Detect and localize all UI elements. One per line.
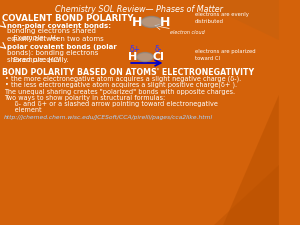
Text: BOND POLARITY BASED ON ATOMS' ELECTRONEGATIVITY: BOND POLARITY BASED ON ATOMS' ELECTRONEG… xyxy=(2,68,254,77)
Text: Example:  H₂: Example: H₂ xyxy=(13,35,58,41)
Text: Two ways to show polarity in structural formulas:: Two ways to show polarity in structural … xyxy=(4,95,165,101)
Polygon shape xyxy=(167,95,279,225)
Text: non-polar covalent bonds:: non-polar covalent bonds: xyxy=(8,23,111,29)
Text: polar covalent bonds (polar: polar covalent bonds (polar xyxy=(8,44,117,50)
Polygon shape xyxy=(149,0,279,40)
Polygon shape xyxy=(214,165,279,225)
Text: electrons are polarized
toward Cl: electrons are polarized toward Cl xyxy=(195,50,256,61)
Text: electrons are evenly
distributed: electrons are evenly distributed xyxy=(195,12,249,24)
Text: H: H xyxy=(160,16,171,29)
Text: δ+: δ+ xyxy=(129,45,140,54)
Text: electron cloud: electron cloud xyxy=(170,30,205,35)
Text: δ-: δ- xyxy=(154,45,162,54)
Text: H: H xyxy=(128,52,137,62)
Text: • the less electronegative atom acquires a slight positive charge(δ+ ).: • the less electronegative atom acquires… xyxy=(4,82,237,88)
Text: Example: HCl: Example: HCl xyxy=(13,57,60,63)
Text: bonds): bonding electrons
shared unequally.: bonds): bonding electrons shared unequal… xyxy=(8,49,99,63)
Text: element: element xyxy=(4,107,41,113)
Text: Chemistry SOL Review— Phases of Matter: Chemistry SOL Review— Phases of Matter xyxy=(56,5,223,14)
Ellipse shape xyxy=(141,16,162,27)
Text: bonding electrons shared
equally between two atoms: bonding electrons shared equally between… xyxy=(8,28,104,41)
Text: • the more electronegative atom acquires a slight negative charge (δ-).: • the more electronegative atom acquires… xyxy=(4,76,241,83)
Text: COVALENT BOND POLARITY: COVALENT BOND POLARITY xyxy=(2,14,134,23)
Text: H: H xyxy=(132,16,143,29)
Text: Cl: Cl xyxy=(152,52,164,62)
Text: The unequal sharing creates "polarized" bonds with opposite charges.: The unequal sharing creates "polarized" … xyxy=(4,89,235,95)
Text: http://jchemed.chem.wisc.edu/JCESoft/CCA/pirelli/pages/cca2like.html: http://jchemed.chem.wisc.edu/JCESoft/CCA… xyxy=(4,115,213,120)
Text: δ- and δ+ or a slashed arrow pointing toward electronegative: δ- and δ+ or a slashed arrow pointing to… xyxy=(4,101,217,107)
Ellipse shape xyxy=(136,52,153,61)
